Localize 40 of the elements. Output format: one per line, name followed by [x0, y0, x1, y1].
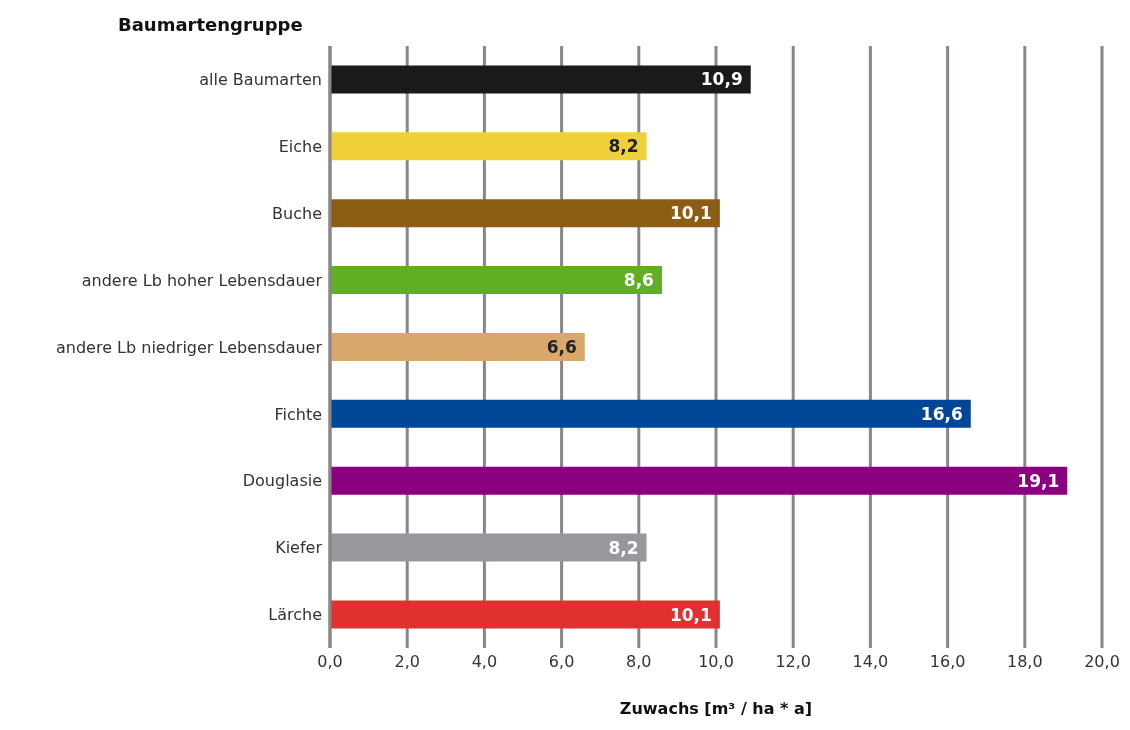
y-tick-label: andere Lb hoher Lebensdauer: [81, 270, 323, 290]
data-label: 19,1: [1017, 470, 1060, 491]
bar: [330, 132, 647, 161]
y-tick-label: alle Baumarten: [199, 70, 322, 90]
x-tick-label: 14,0: [852, 652, 889, 672]
y-axis-title: Baumartengruppe: [118, 14, 303, 35]
data-label: 10,9: [700, 69, 743, 90]
bar: [330, 466, 1068, 495]
bar: [330, 65, 751, 94]
data-label: 8,2: [608, 537, 639, 558]
x-tick-label: 16,0: [929, 652, 966, 672]
x-tick-label: 2,0: [394, 652, 420, 672]
x-tick-label: 8,0: [626, 652, 652, 672]
y-tick-label: andere Lb niedriger Lebensdauer: [55, 337, 323, 357]
y-tick-label: Douglasie: [242, 471, 322, 491]
data-label: 16,6: [920, 403, 963, 424]
x-tick-label: 20,0: [1084, 652, 1120, 672]
y-tick-label: Buche: [272, 203, 322, 223]
x-tick-label: 4,0: [471, 652, 498, 672]
data-label: 10,1: [669, 604, 712, 625]
data-label: 8,6: [623, 270, 654, 291]
bar: [330, 199, 720, 228]
y-tick-label: Lärche: [268, 605, 322, 625]
y-tick-label: Kiefer: [275, 538, 323, 558]
bar: [330, 332, 585, 361]
y-tick-label: Eiche: [278, 137, 322, 157]
x-tick-label: 0,0: [317, 652, 343, 672]
x-tick-label: 10,0: [698, 652, 734, 672]
data-label: 8,2: [608, 136, 639, 157]
x-tick-label: 6,0: [548, 652, 575, 672]
bar: [330, 266, 662, 295]
bar: [330, 533, 647, 562]
bar: [330, 399, 971, 428]
bar: [330, 600, 720, 629]
data-label: 10,1: [669, 203, 712, 224]
y-tick-label: Fichte: [274, 404, 322, 424]
x-tick-label: 12,0: [775, 652, 812, 672]
data-label: 6,6: [546, 336, 577, 357]
x-tick-label: 18,0: [1006, 652, 1043, 672]
x-axis-title: Zuwachs [m³ / ha * a]: [619, 699, 813, 718]
